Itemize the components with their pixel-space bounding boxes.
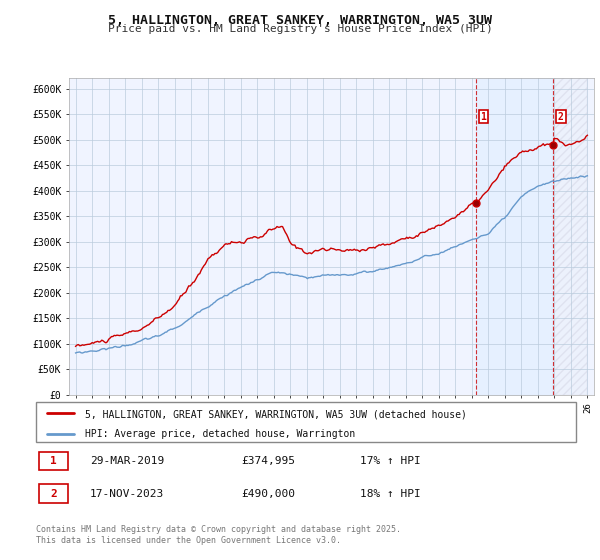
Text: 5, HALLINGTON, GREAT SANKEY, WARRINGTON, WA5 3UW (detached house): 5, HALLINGTON, GREAT SANKEY, WARRINGTON,…: [85, 409, 466, 419]
Text: 17-NOV-2023: 17-NOV-2023: [90, 489, 164, 499]
Text: 2: 2: [558, 111, 564, 122]
Text: £490,000: £490,000: [241, 489, 295, 499]
Text: 1: 1: [50, 456, 56, 466]
Text: 17% ↑ HPI: 17% ↑ HPI: [360, 456, 421, 466]
Text: 5, HALLINGTON, GREAT SANKEY, WARRINGTON, WA5 3UW: 5, HALLINGTON, GREAT SANKEY, WARRINGTON,…: [108, 14, 492, 27]
Text: 1: 1: [481, 111, 487, 122]
Text: 29-MAR-2019: 29-MAR-2019: [90, 456, 164, 466]
Text: 2: 2: [50, 489, 56, 499]
Text: HPI: Average price, detached house, Warrington: HPI: Average price, detached house, Warr…: [85, 430, 355, 440]
Bar: [39, 484, 68, 503]
Text: Contains HM Land Registry data © Crown copyright and database right 2025.
This d: Contains HM Land Registry data © Crown c…: [36, 525, 401, 545]
Text: 18% ↑ HPI: 18% ↑ HPI: [360, 489, 421, 499]
Bar: [39, 451, 68, 470]
Text: £374,995: £374,995: [241, 456, 295, 466]
Text: Price paid vs. HM Land Registry's House Price Index (HPI): Price paid vs. HM Land Registry's House …: [107, 24, 493, 34]
